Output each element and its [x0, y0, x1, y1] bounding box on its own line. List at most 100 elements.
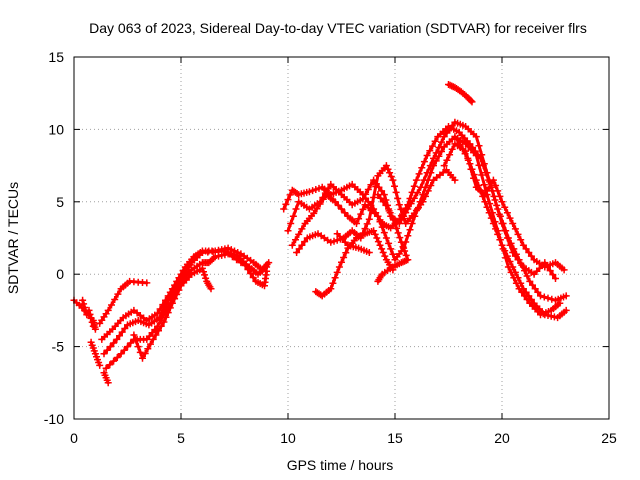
data-point-marker [540, 293, 548, 301]
data-point-marker [353, 220, 360, 227]
data-point-marker [244, 266, 252, 273]
data-point-marker [221, 251, 229, 259]
data-point-marker [380, 191, 388, 199]
data-point-marker [388, 212, 396, 220]
data-point-marker [478, 151, 486, 159]
data-point-marker [104, 306, 112, 314]
data-point-marker [89, 322, 97, 330]
y-tick-label: -10 [44, 411, 64, 427]
data-point-marker [247, 270, 255, 277]
data-point-marker [386, 209, 394, 217]
data-point-marker [289, 212, 297, 220]
data-point-marker [431, 137, 439, 145]
data-point-marker [329, 279, 337, 287]
data-point-marker [81, 304, 89, 311]
data-point-marker [562, 292, 570, 300]
data-point-marker [367, 181, 375, 189]
data-point-marker [412, 176, 420, 184]
data-point-marker [467, 97, 475, 105]
data-point-marker [453, 136, 461, 143]
data-point-marker [364, 186, 372, 193]
data-point-marker [389, 216, 397, 224]
data-point-marker [376, 218, 384, 226]
data-point-marker [79, 296, 87, 304]
data-point-marker [410, 194, 418, 202]
data-point-marker [549, 271, 557, 279]
data-point-marker [198, 264, 206, 272]
data-point-marker [377, 194, 385, 202]
data-point-marker [401, 247, 409, 255]
data-point-marker [560, 266, 568, 274]
data-point-marker [443, 129, 451, 137]
data-point-marker [87, 314, 95, 322]
data-point-marker [298, 225, 306, 233]
data-point-marker [327, 238, 335, 246]
data-point-marker [414, 189, 421, 197]
data-point-marker [399, 243, 407, 251]
data-point-marker [440, 133, 448, 141]
data-point-marker [295, 245, 303, 253]
data-point-marker [415, 170, 423, 178]
data-point-marker [355, 215, 363, 223]
data-point-marker [492, 225, 500, 233]
y-axis-label: SDTVAR / TECUs [5, 182, 21, 294]
data-point-marker [472, 176, 480, 184]
data-point-marker [511, 225, 519, 233]
data-point-marker [106, 361, 114, 369]
data-point-marker [85, 306, 93, 314]
data-point-marker [494, 230, 502, 238]
data-point-marker [517, 279, 525, 287]
data-point-marker [429, 142, 436, 150]
data-point-marker [104, 379, 112, 387]
data-point-marker [477, 187, 485, 195]
data-point-marker [518, 261, 526, 269]
data-point-marker [548, 295, 556, 303]
data-point-marker [427, 169, 435, 177]
data-point-marker [241, 262, 249, 269]
data-point-marker [509, 220, 517, 227]
data-point-marker [525, 249, 533, 256]
data-point-marker [333, 236, 341, 244]
data-point-marker [422, 192, 429, 200]
series-track-5 [100, 369, 112, 387]
data-point-marker [397, 238, 405, 246]
x-tick-label: 15 [387, 430, 403, 446]
data-point-marker [362, 190, 370, 198]
data-point-marker [385, 205, 393, 213]
data-point-marker [537, 292, 544, 300]
data-point-marker [512, 250, 520, 258]
data-point-marker [407, 200, 415, 208]
data-point-marker [456, 140, 464, 148]
data-point-marker [446, 151, 454, 159]
data-point-marker [312, 186, 320, 193]
data-point-marker [309, 187, 317, 195]
data-point-marker [544, 294, 552, 302]
data-point-marker [331, 274, 339, 282]
data-point-marker [404, 232, 412, 240]
data-point-marker [527, 252, 535, 260]
x-tick-label: 25 [601, 430, 617, 446]
data-point-marker [120, 346, 128, 354]
data-point-marker [509, 263, 517, 271]
data-point-marker [511, 268, 519, 276]
data-point-marker [410, 182, 418, 190]
data-point-marker [487, 180, 495, 188]
data-point-marker [522, 245, 530, 253]
data-point-marker [481, 198, 489, 206]
x-tick-label: 0 [70, 430, 78, 446]
data-point-marker [335, 263, 343, 271]
data-point-marker [365, 249, 373, 256]
data-point-marker [363, 220, 371, 228]
data-point-marker [378, 187, 386, 195]
data-point-marker [313, 205, 321, 213]
data-point-marker [534, 288, 542, 296]
data-point-marker [501, 203, 509, 211]
data-point-marker [487, 214, 495, 222]
series-track-16 [333, 230, 373, 256]
data-point-marker [470, 171, 478, 179]
data-point-marker [168, 299, 176, 307]
data-point-marker [207, 285, 215, 293]
data-point-marker [517, 236, 525, 244]
data-point-marker [282, 200, 290, 208]
